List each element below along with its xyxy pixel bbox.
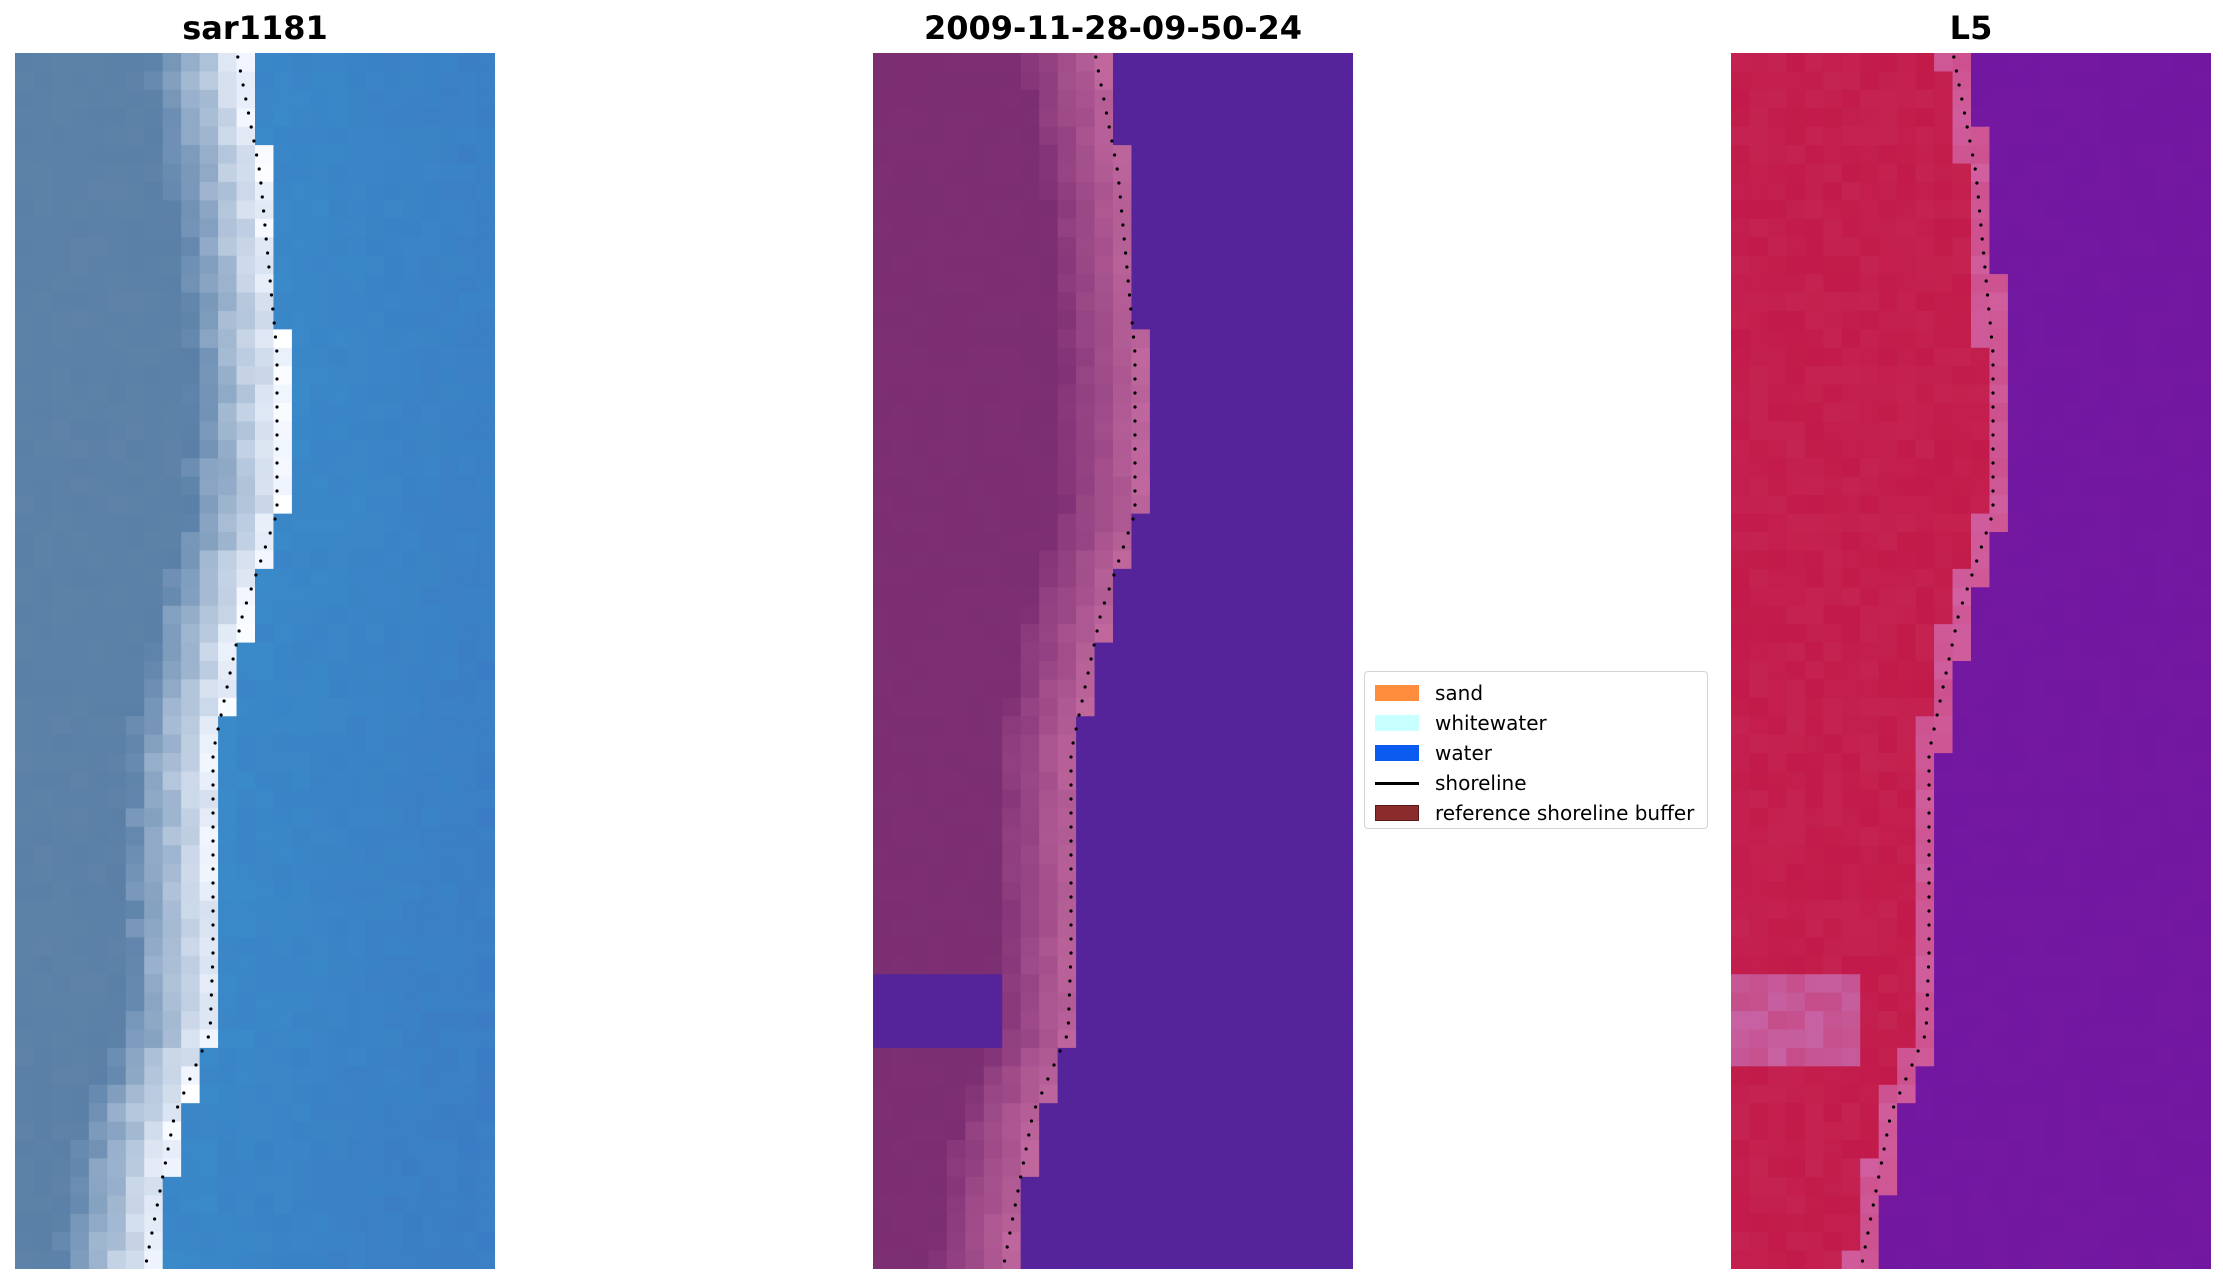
- panel-title-3: L5: [1949, 9, 1993, 47]
- panel-title-1: sar1181: [182, 9, 328, 47]
- legend-label-whitewater: whitewater: [1435, 711, 1547, 735]
- legend-label-reference-buffer: reference shoreline buffer: [1435, 801, 1695, 825]
- legend-item-water: water: [1375, 738, 1697, 768]
- classified-image-panel: [873, 53, 1353, 1269]
- classified-image: [873, 53, 1353, 1269]
- shoreline-dots: [144, 55, 279, 1263]
- rgb-image: [15, 53, 495, 1269]
- shoreline-dots: [1860, 55, 1995, 1263]
- index-image: [1731, 53, 2211, 1269]
- panel-title-2: 2009-11-28-09-50-24: [923, 9, 1303, 47]
- legend-label-sand: sand: [1435, 681, 1484, 705]
- legend-swatch-whitewater: [1375, 715, 1419, 731]
- legend-item-reference-buffer: reference shoreline buffer: [1375, 798, 1697, 828]
- rgb-image-panel: [15, 53, 495, 1269]
- legend-label-water: water: [1435, 741, 1492, 765]
- legend-swatch-reference-buffer: [1375, 805, 1419, 821]
- legend-swatch-water: [1375, 745, 1419, 761]
- legend-item-sand: sand: [1375, 678, 1697, 708]
- index-image-panel: [1731, 53, 2211, 1269]
- shoreline-dots: [1002, 55, 1137, 1263]
- legend-item-shoreline: shoreline: [1375, 768, 1697, 798]
- legend-swatch-shoreline: [1375, 781, 1419, 785]
- legend-swatch-sand: [1375, 685, 1419, 701]
- legend: sand whitewater water shoreline referenc…: [1364, 671, 1708, 829]
- legend-label-shoreline: shoreline: [1435, 771, 1527, 795]
- legend-item-whitewater: whitewater: [1375, 708, 1697, 738]
